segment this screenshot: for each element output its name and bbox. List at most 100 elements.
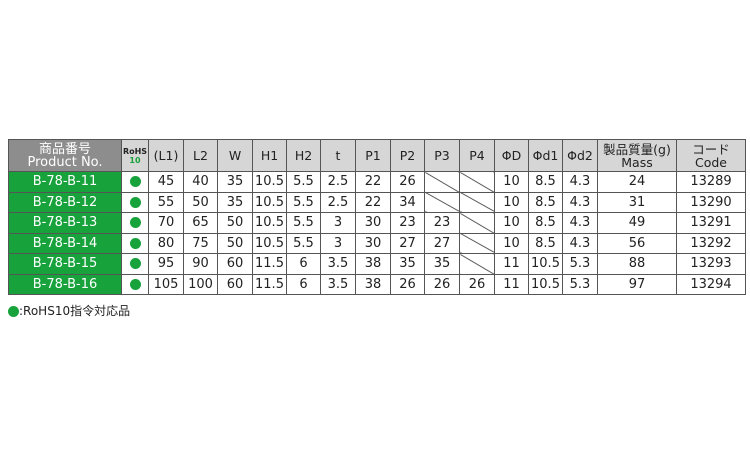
value-cell: 23 bbox=[390, 212, 425, 234]
value-cell: 11 bbox=[494, 253, 529, 275]
product-number: B-78-B-11 bbox=[8, 171, 122, 193]
empty-cell bbox=[424, 171, 460, 193]
value-cell: 5.3 bbox=[562, 253, 598, 275]
rohs-dot-icon bbox=[8, 306, 19, 317]
value-cell: 4.3 bbox=[562, 191, 598, 213]
table-row: B-78-B-16 105 100 60 11.5 6 3.5 38 26 26 26 11 10.5 5… bbox=[8, 273, 746, 295]
empty-cell bbox=[459, 191, 495, 213]
value-cell: 27 bbox=[390, 232, 425, 254]
empty-cell bbox=[459, 171, 495, 193]
value-cell: 5.3 bbox=[562, 273, 598, 295]
code-cell: 13290 bbox=[676, 191, 746, 213]
value-cell: 50 bbox=[217, 232, 253, 254]
col-header: ΦD bbox=[494, 139, 529, 172]
mass-header: 製品質量(g) Mass bbox=[597, 139, 677, 172]
value-cell: 3.5 bbox=[320, 273, 356, 295]
rohs-cell bbox=[121, 191, 149, 213]
value-cell: 6 bbox=[286, 273, 321, 295]
col-header: P3 bbox=[424, 139, 460, 172]
col-header: P1 bbox=[355, 139, 391, 172]
value-cell: 10 bbox=[494, 191, 529, 213]
value-cell: 11.5 bbox=[252, 253, 287, 275]
empty-cell bbox=[459, 212, 495, 234]
value-cell: 5.5 bbox=[286, 232, 321, 254]
value-cell: 10 bbox=[494, 232, 529, 254]
value-cell: 80 bbox=[148, 232, 184, 254]
product-number: B-78-B-14 bbox=[8, 232, 122, 254]
value-cell: 10.5 bbox=[252, 171, 287, 193]
value-cell: 70 bbox=[148, 212, 184, 234]
rohs-cell bbox=[121, 171, 149, 193]
value-cell: 10.5 bbox=[252, 232, 287, 254]
product-header: 商品番号 Product No. bbox=[8, 139, 122, 172]
col-header: P2 bbox=[390, 139, 425, 172]
value-cell: 38 bbox=[355, 273, 391, 295]
value-cell: 4.3 bbox=[562, 171, 598, 193]
mass-cell: 24 bbox=[597, 171, 677, 193]
value-cell: 11.5 bbox=[252, 273, 287, 295]
rohs-cell bbox=[121, 273, 149, 295]
rohs-cell bbox=[121, 212, 149, 234]
col-header: H1 bbox=[252, 139, 287, 172]
value-cell: 40 bbox=[183, 171, 218, 193]
product-number: B-78-B-12 bbox=[8, 191, 122, 213]
rohs-dot-icon bbox=[129, 176, 141, 188]
value-cell: 2.5 bbox=[320, 171, 356, 193]
table-row: B-78-B-13 70 65 50 10.5 5.5 3 30 23 23 10 8.5 4.3 49 1… bbox=[8, 212, 746, 234]
value-cell: 8.5 bbox=[528, 232, 563, 254]
value-cell: 30 bbox=[355, 212, 391, 234]
value-cell: 50 bbox=[217, 212, 253, 234]
table-row: B-78-B-11 45 40 35 10.5 5.5 2.5 22 26 10 8.5 4.3 24 1… bbox=[8, 171, 746, 193]
value-cell: 11 bbox=[494, 273, 529, 295]
rohs-cell bbox=[121, 253, 149, 275]
value-cell: 6 bbox=[286, 253, 321, 275]
value-cell: 10.5 bbox=[528, 273, 563, 295]
value-cell: 4.3 bbox=[562, 212, 598, 234]
value-cell: 10.5 bbox=[528, 253, 563, 275]
value-cell: 4.3 bbox=[562, 232, 598, 254]
value-cell: 2.5 bbox=[320, 191, 356, 213]
value-cell: 26 bbox=[390, 273, 425, 295]
value-cell: 35 bbox=[390, 253, 425, 275]
table-row: B-78-B-15 95 90 60 11.5 6 3.5 38 35 35 11 10.5 5.3 88… bbox=[8, 253, 746, 275]
value-cell: 35 bbox=[424, 253, 460, 275]
header-row: 商品番号 Product No. RoHS 10 (L1) L2 W H1 H2 t P1 P2 P… bbox=[8, 139, 746, 172]
value-cell: 38 bbox=[355, 253, 391, 275]
col-header: W bbox=[217, 139, 253, 172]
code-cell: 13294 bbox=[676, 273, 746, 295]
rohs-dot-icon bbox=[129, 278, 141, 290]
value-cell: 27 bbox=[424, 232, 460, 254]
value-cell: 100 bbox=[183, 273, 218, 295]
col-header: (L1) bbox=[148, 139, 184, 172]
value-cell: 26 bbox=[424, 273, 460, 295]
value-cell: 10 bbox=[494, 212, 529, 234]
product-number: B-78-B-15 bbox=[8, 253, 122, 275]
code-cell: 13289 bbox=[676, 171, 746, 193]
empty-cell bbox=[424, 191, 460, 213]
value-cell: 10 bbox=[494, 171, 529, 193]
value-cell: 90 bbox=[183, 253, 218, 275]
value-cell: 8.5 bbox=[528, 212, 563, 234]
value-cell: 3 bbox=[320, 232, 356, 254]
value-cell: 60 bbox=[217, 273, 253, 295]
empty-cell bbox=[459, 253, 495, 275]
value-cell: 26 bbox=[459, 273, 495, 295]
col-header: L2 bbox=[183, 139, 218, 172]
value-cell: 5.5 bbox=[286, 191, 321, 213]
value-cell: 26 bbox=[390, 171, 425, 193]
product-number: B-78-B-13 bbox=[8, 212, 122, 234]
rohs-dot-icon bbox=[129, 217, 141, 229]
value-cell: 95 bbox=[148, 253, 184, 275]
mass-cell: 49 bbox=[597, 212, 677, 234]
col-header: Φd1 bbox=[528, 139, 563, 172]
code-cell: 13293 bbox=[676, 253, 746, 275]
value-cell: 60 bbox=[217, 253, 253, 275]
mass-cell: 31 bbox=[597, 191, 677, 213]
mass-cell: 56 bbox=[597, 232, 677, 254]
value-cell: 5.5 bbox=[286, 171, 321, 193]
mass-cell: 88 bbox=[597, 253, 677, 275]
rohs-dot-icon bbox=[129, 196, 141, 208]
value-cell: 65 bbox=[183, 212, 218, 234]
rohs-header: RoHS 10 bbox=[121, 139, 149, 172]
value-cell: 3 bbox=[320, 212, 356, 234]
